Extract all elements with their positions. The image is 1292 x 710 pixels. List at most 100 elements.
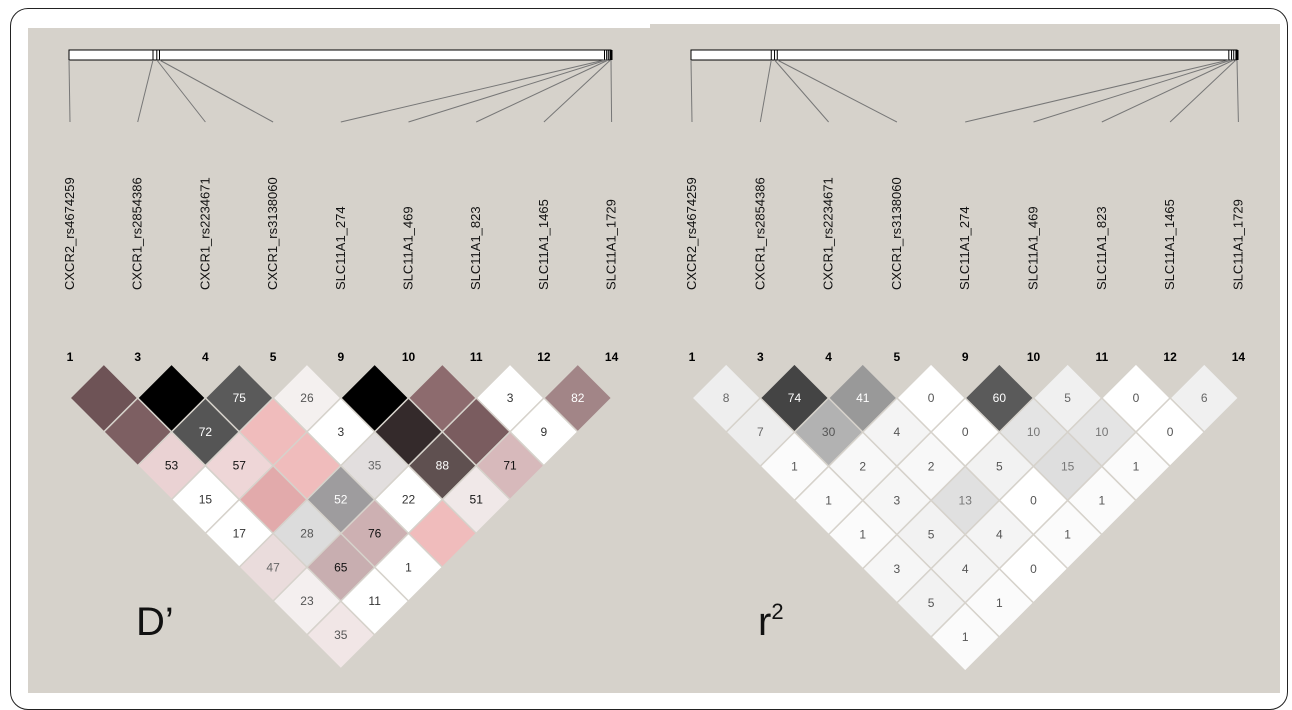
- snp-name-label: SLC11A1_274: [957, 206, 972, 290]
- snp-connector-line: [543, 59, 611, 123]
- ld-cell-value: 52: [334, 493, 348, 507]
- ld-cell-value: 3: [894, 562, 901, 576]
- r2-label: r2: [758, 599, 784, 644]
- snp-connector-line: [690, 59, 693, 123]
- ld-cell-value: 23: [300, 594, 314, 608]
- snp-name-label: CXCR1_rs2234671: [197, 177, 212, 290]
- dprime-label: D’: [136, 600, 174, 644]
- ld-cell-value: 1: [405, 560, 412, 574]
- ld-cell-value: 1: [962, 630, 969, 644]
- ld-cell-value: 15: [1061, 459, 1075, 473]
- ld-cell-value: 1: [1098, 493, 1105, 507]
- snp-name-label: CXCR1_rs2854386: [130, 177, 145, 290]
- snp-number-label: 5: [270, 350, 277, 364]
- snp-number-label: 3: [757, 350, 764, 364]
- ld-cell-value: 5: [928, 528, 935, 542]
- snp-number-label: 10: [402, 350, 416, 364]
- ld-cell-value: 0: [928, 391, 935, 405]
- ld-cell-value: 10: [1095, 425, 1109, 439]
- ld-cell-value: 11: [368, 594, 381, 608]
- ld-cell-value: 13: [959, 493, 973, 507]
- snp-connector-line: [965, 59, 1229, 123]
- ld-cell-value: 4: [894, 425, 901, 439]
- snp-name-label: CXCR1_rs3138060: [265, 177, 280, 290]
- ld-cell-value: 3: [507, 391, 514, 405]
- ld-cell-value: 5: [996, 459, 1003, 473]
- snp-connector-line: [68, 59, 71, 123]
- snp-name-label: CXCR2_rs4674259: [62, 177, 77, 290]
- snp-name-label: CXCR1_rs2854386: [752, 177, 767, 290]
- snp-connector-line: [1169, 59, 1237, 123]
- snp-name-label: SLC11A1_1729: [1230, 199, 1245, 290]
- ld-cell-value: 60: [993, 391, 1007, 405]
- ld-cell-value: 35: [334, 628, 348, 642]
- ld-cell-value: 0: [1030, 493, 1037, 507]
- snp-number-label: 5: [894, 350, 901, 364]
- ld-cell-value: 75: [233, 391, 247, 405]
- snp-number-label: 14: [605, 350, 619, 364]
- snp-number-label: 9: [337, 350, 344, 364]
- ld-cell-value: 4: [996, 528, 1003, 542]
- ld-cell-value: 30: [822, 425, 836, 439]
- ld-cell-value: 5: [1064, 391, 1071, 405]
- snp-connector-line: [610, 59, 613, 123]
- snp-name-label: SLC11A1_469: [1026, 206, 1041, 290]
- ld-cell-value: 53: [165, 459, 179, 473]
- ld-cell-value: 2: [859, 459, 866, 473]
- snp-connector-line: [1236, 59, 1239, 123]
- snp-connector-line: [137, 59, 154, 123]
- ld-cell-value: 0: [1167, 425, 1174, 439]
- snp-name-label: SLC11A1_823: [1094, 206, 1109, 290]
- ld-cell-value: 10: [1027, 425, 1041, 439]
- snp-connector-line: [408, 59, 607, 123]
- ld-cell-value: 22: [402, 493, 416, 507]
- snp-number-label: 9: [962, 350, 969, 364]
- snp-connector-line: [774, 59, 829, 123]
- ld-cell-value: 1: [1064, 528, 1071, 542]
- ld-cell-value: 1: [1133, 459, 1140, 473]
- snp-number-label: 4: [202, 350, 209, 364]
- snp-connector-line: [156, 59, 206, 123]
- ld-cell-value: 9: [541, 425, 548, 439]
- ld-cell-value: 3: [894, 493, 901, 507]
- ld-cell-value: 4: [962, 562, 969, 576]
- ld-cell-value: 2: [928, 459, 935, 473]
- ld-cell-value: 5: [928, 596, 935, 610]
- snp-name-label: SLC11A1_274: [333, 206, 348, 290]
- snp-connector-line: [759, 59, 772, 123]
- snp-number-label: 1: [67, 350, 74, 364]
- snp-number-label: 3: [134, 350, 141, 364]
- ld-cell-value: 1: [791, 459, 798, 473]
- r2-label-superscript: 2: [771, 599, 783, 624]
- snp-connector-line: [777, 59, 898, 123]
- ld-cell-value: 72: [199, 425, 213, 439]
- ld-cell-value: 35: [368, 459, 382, 473]
- ld-cell-value: 0: [1133, 391, 1140, 405]
- ld-cell-value: 57: [233, 459, 247, 473]
- snp-name-label: SLC11A1_1465: [1162, 199, 1177, 290]
- ld-cell-value: 26: [300, 391, 314, 405]
- ld-cell-value: 0: [1030, 562, 1037, 576]
- snp-name-label: CXCR1_rs2234671: [821, 177, 836, 290]
- snp-number-label: 14: [1232, 350, 1246, 364]
- ld-cell-value: 7: [757, 425, 764, 439]
- snp-connector-line: [1101, 59, 1234, 123]
- ld-cell-value: 71: [503, 459, 517, 473]
- ld-cell-value: 76: [368, 526, 382, 540]
- gene-region-bar: [68, 49, 612, 61]
- ld-cell-value: 1: [825, 493, 832, 507]
- ld-cell-value: 3: [337, 425, 344, 439]
- snp-connector-line: [159, 59, 274, 123]
- ld-cell-value: 74: [788, 391, 802, 405]
- snp-number-label: 10: [1027, 350, 1041, 364]
- ld-cell-value: 82: [571, 391, 585, 405]
- snp-number-label: 11: [1095, 350, 1108, 364]
- gene-region-bar: [690, 49, 1238, 61]
- snp-number-label: 12: [1163, 350, 1177, 364]
- ld-cell-value: 1: [859, 528, 866, 542]
- ld-cell-value: 6: [1201, 391, 1208, 405]
- ld-plot-canvas: CXCR2_rs4674259 CXCR1_rs2854386 CXCR1_rs22…: [62, 49, 1246, 673]
- snp-name-label: CXCR1_rs3138060: [889, 177, 904, 290]
- ld-cell-value: 41: [856, 391, 870, 405]
- ld-cell-value: 15: [199, 493, 213, 507]
